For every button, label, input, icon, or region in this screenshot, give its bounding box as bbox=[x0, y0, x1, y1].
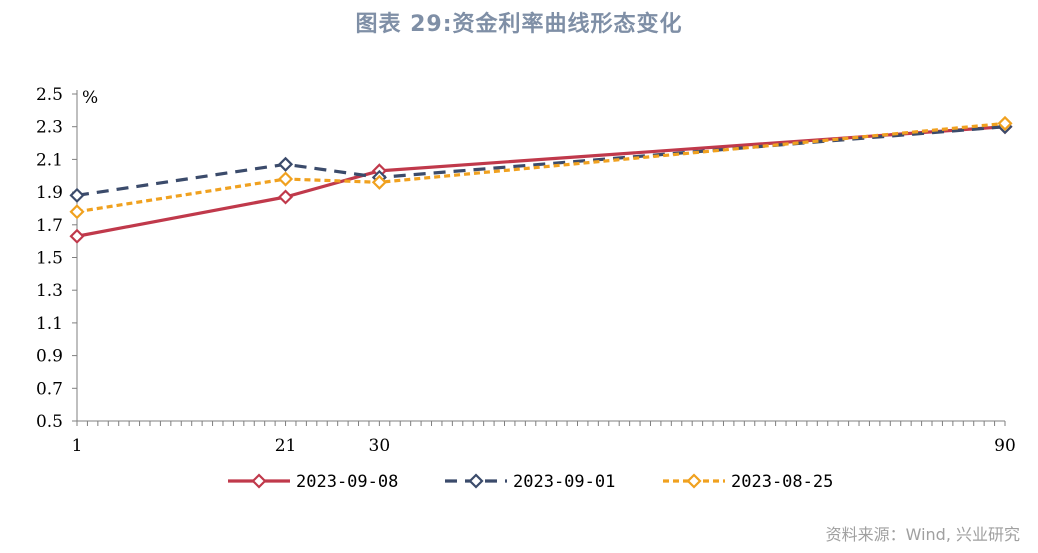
y-axis-unit: % bbox=[82, 88, 98, 108]
data-point-marker bbox=[277, 156, 294, 172]
y-tick-label: 0.5 bbox=[36, 412, 63, 432]
data-point-marker bbox=[277, 171, 294, 187]
data-point-marker bbox=[69, 187, 85, 203]
source-note: 资料来源：Wind, 兴业研究 bbox=[825, 525, 1020, 544]
legend-item: 2023-08-25 bbox=[663, 472, 833, 492]
y-tick-label: 1.7 bbox=[36, 216, 63, 236]
legend: 2023-09-08 2023-09-01 2023-08-25 bbox=[228, 472, 833, 492]
series-line bbox=[76, 125, 1006, 238]
axes: 0.5 0.7 0.9 1.1 1.3 1.5 1.7 1.9 2.1 2.3 2.5 % 1 21 30 9… bbox=[36, 85, 1016, 456]
y-tick-label: 1.3 bbox=[36, 281, 63, 301]
series-2023-08-25 bbox=[69, 115, 1013, 220]
x-tick-label: 1 bbox=[72, 436, 83, 456]
legend-item: 2023-09-08 bbox=[228, 472, 398, 492]
x-tick-label: 21 bbox=[275, 436, 297, 456]
legend-label: 2023-09-08 bbox=[296, 472, 398, 492]
legend-swatch-marker bbox=[251, 473, 267, 489]
series-layer bbox=[69, 115, 1013, 244]
series-2023-09-08 bbox=[69, 119, 1013, 244]
y-tick-label: 2.5 bbox=[36, 85, 63, 105]
legend-label: 2023-09-01 bbox=[513, 472, 615, 492]
legend-item: 2023-09-01 bbox=[445, 472, 615, 492]
y-tick-label: 1.9 bbox=[36, 183, 63, 203]
y-tick-label: 1.5 bbox=[36, 249, 63, 269]
data-point-marker bbox=[69, 204, 85, 220]
data-point-marker bbox=[997, 115, 1013, 131]
data-point-marker bbox=[277, 189, 294, 205]
y-tick-label: 1.1 bbox=[36, 314, 63, 334]
x-tick-label: 30 bbox=[369, 436, 391, 456]
y-tick-label: 2.3 bbox=[36, 118, 63, 138]
x-tick-label: 90 bbox=[994, 436, 1016, 456]
y-tick-label: 0.9 bbox=[36, 347, 63, 367]
series-line bbox=[76, 121, 1006, 214]
data-point-marker bbox=[371, 174, 387, 190]
y-tick-label: 0.7 bbox=[36, 379, 63, 399]
chart-title: 图表 29:资金利率曲线形态变化 bbox=[355, 12, 683, 37]
legend-label: 2023-08-25 bbox=[731, 472, 833, 492]
data-point-marker bbox=[69, 228, 85, 244]
series-line bbox=[76, 125, 1006, 197]
legend-swatch-marker bbox=[468, 473, 484, 489]
y-tick-label: 2.1 bbox=[36, 150, 63, 170]
legend-swatch-marker bbox=[686, 473, 702, 489]
